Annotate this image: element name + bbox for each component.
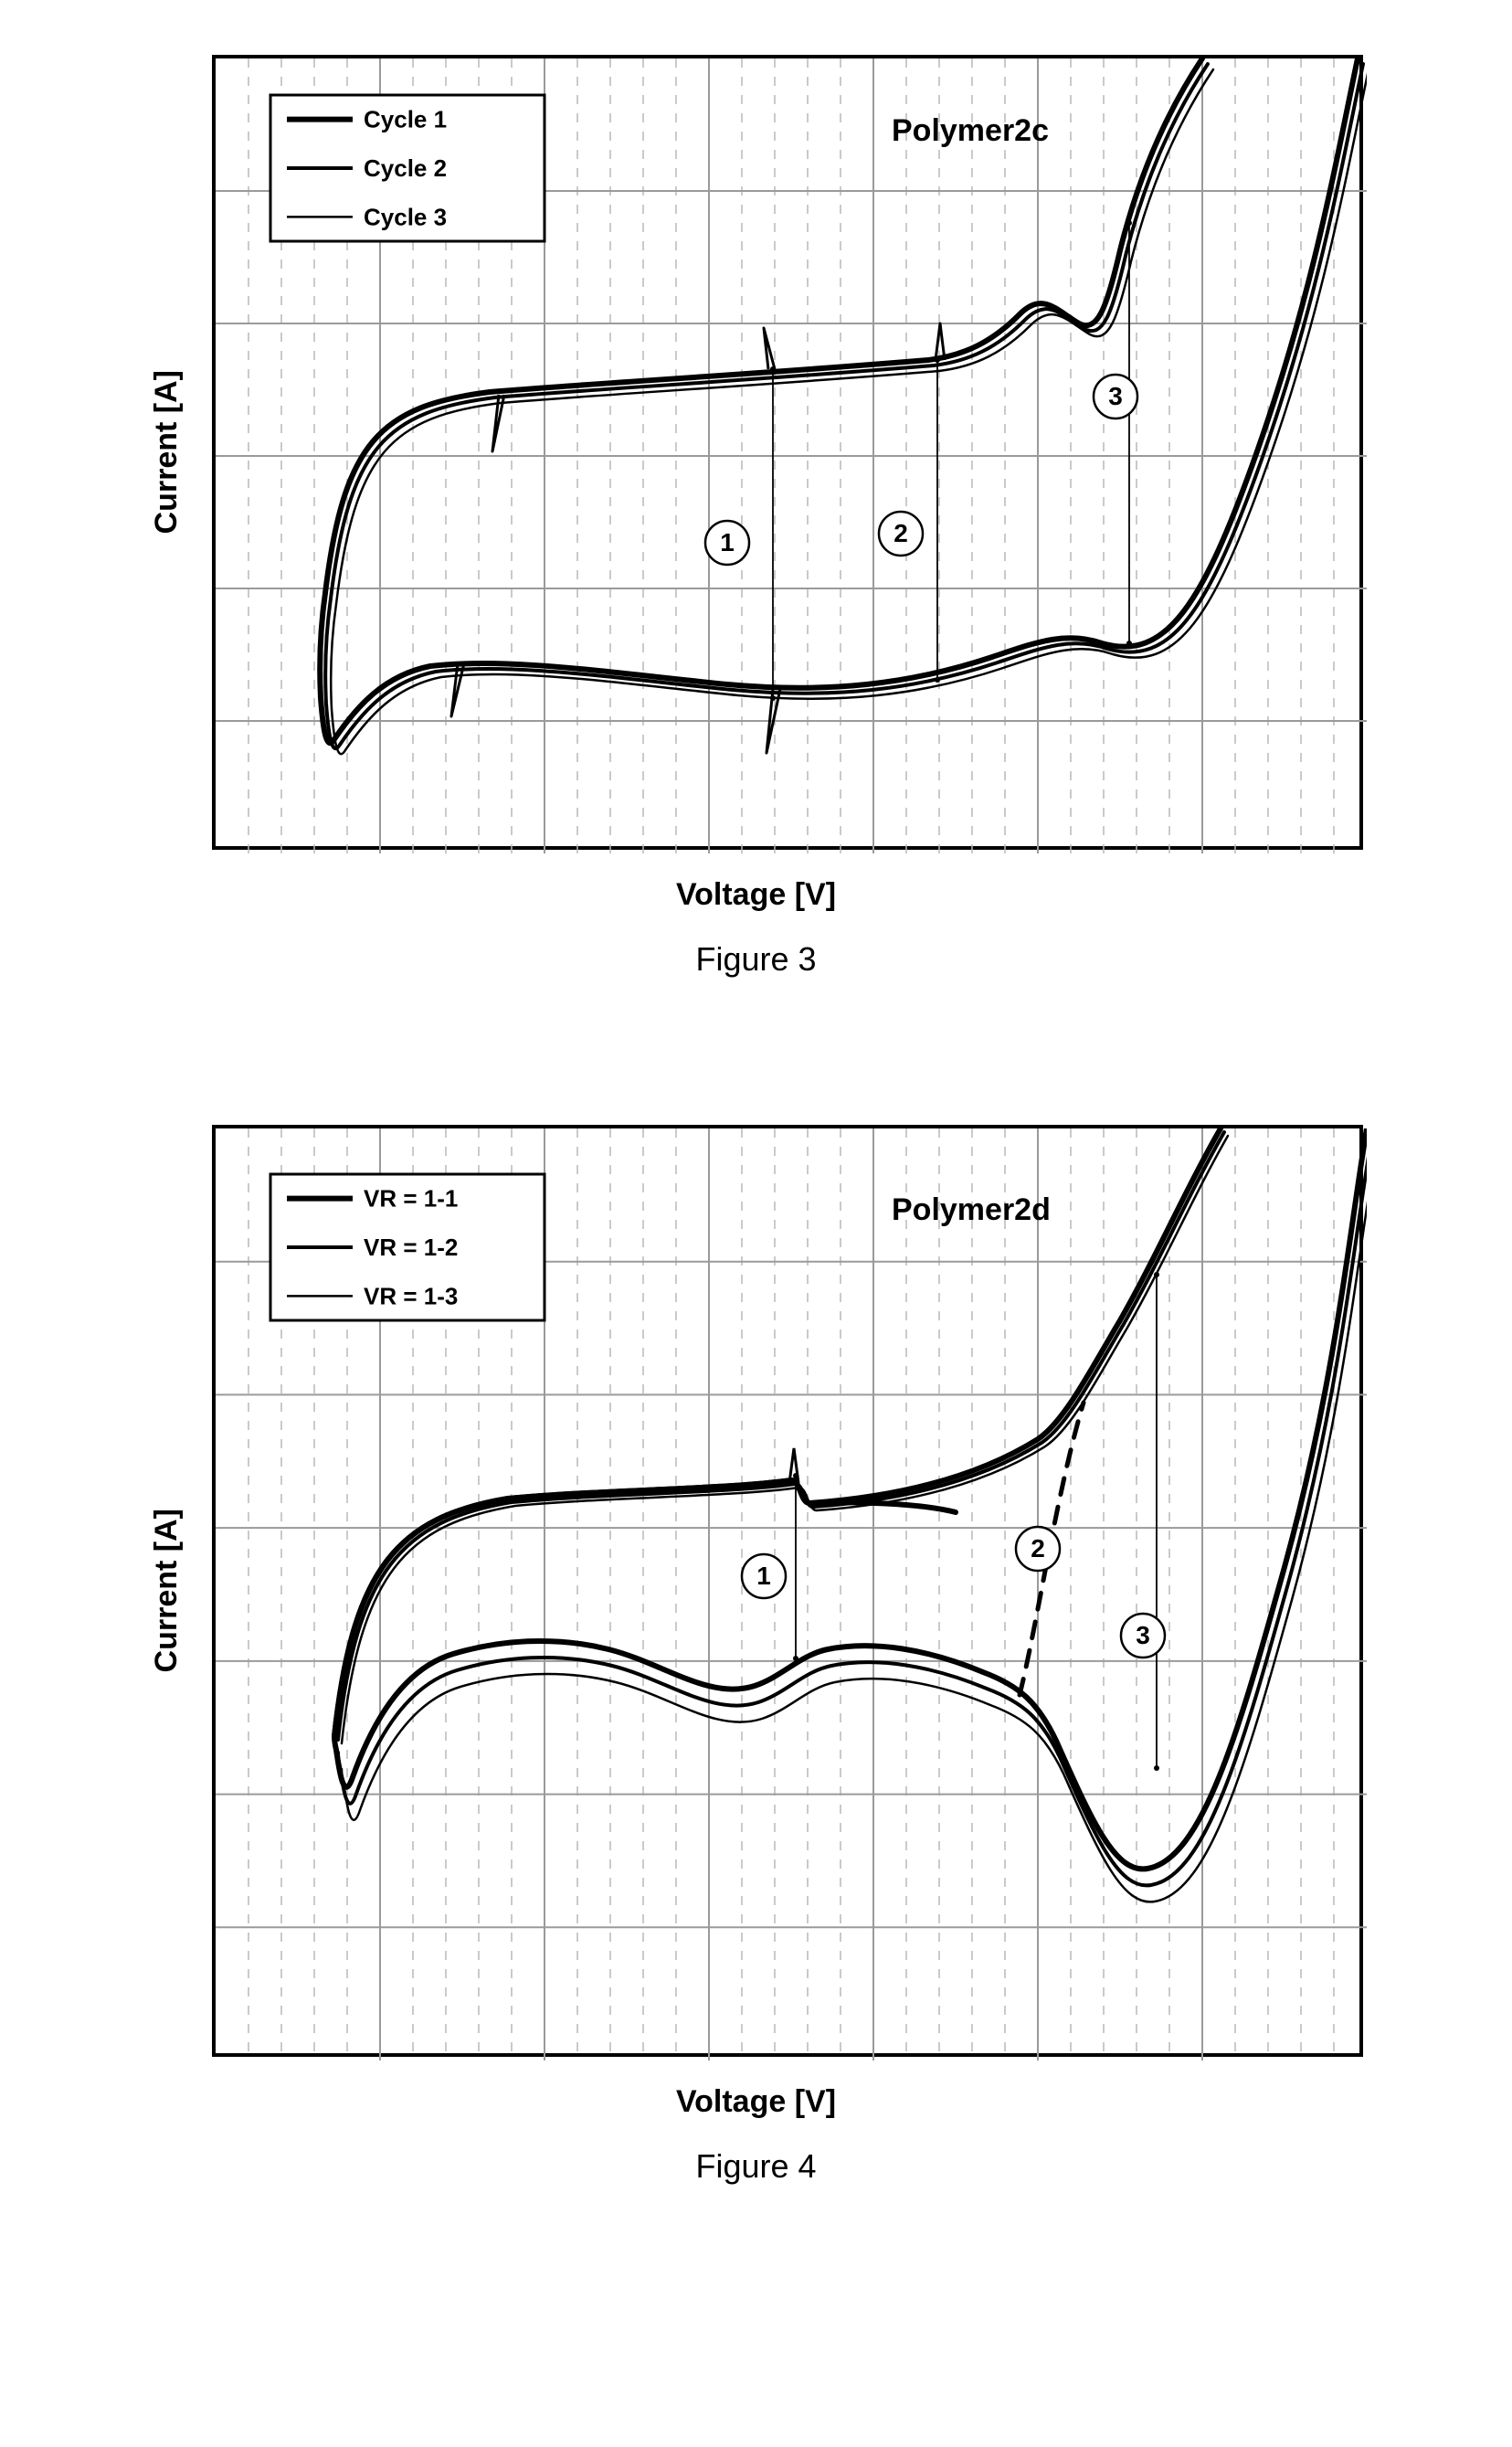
svg-text:2: 2 [893,519,908,547]
figure-3: Current [A] Polymer2c Cycle 1 Cycle 2 Cycle… [91,55,1421,979]
figure-4: Current [A] Polymer2d VR = 1-1 VR = 1-2 VR … [91,1125,1421,2186]
figure4-xlabel: Voltage [V] [676,2084,836,2120]
svg-text:VR = 1-1: VR = 1-1 [364,1185,458,1213]
svg-text:Polymer2d: Polymer2d [892,1192,1051,1227]
svg-text:1: 1 [720,528,735,556]
figure4-ylabel: Current [A] [149,1509,185,1672]
svg-text:Cycle 2: Cycle 2 [364,154,447,182]
svg-text:Polymer2c: Polymer2c [892,113,1049,148]
svg-text:VR = 1-3: VR = 1-3 [364,1282,458,1309]
svg-text:3: 3 [1108,382,1123,410]
svg-text:3: 3 [1136,1621,1150,1649]
figure3-caption: Figure 3 [695,940,816,979]
figure4-plot-area: Polymer2d VR = 1-1 VR = 1-2 VR = 1-3 1 2 3 [212,1125,1363,2057]
figure3-ylabel: Current [A] [149,370,185,534]
figure4-caption: Figure 4 [695,2147,816,2186]
svg-text:2: 2 [1031,1534,1045,1562]
figure3-plot-area: Polymer2c Cycle 1 Cycle 2 Cycle 3 1 2 3 [212,55,1363,850]
figure4-chart: Current [A] Polymer2d VR = 1-1 VR = 1-2 VR … [149,1125,1363,2057]
svg-text:Cycle 3: Cycle 3 [364,203,447,230]
svg-text:Cycle 1: Cycle 1 [364,106,447,133]
figure3-xlabel: Voltage [V] [676,877,836,913]
svg-text:1: 1 [756,1562,771,1590]
figure3-chart: Current [A] Polymer2c Cycle 1 Cycle 2 Cycle… [149,55,1363,850]
svg-text:VR = 1-2: VR = 1-2 [364,1234,458,1261]
